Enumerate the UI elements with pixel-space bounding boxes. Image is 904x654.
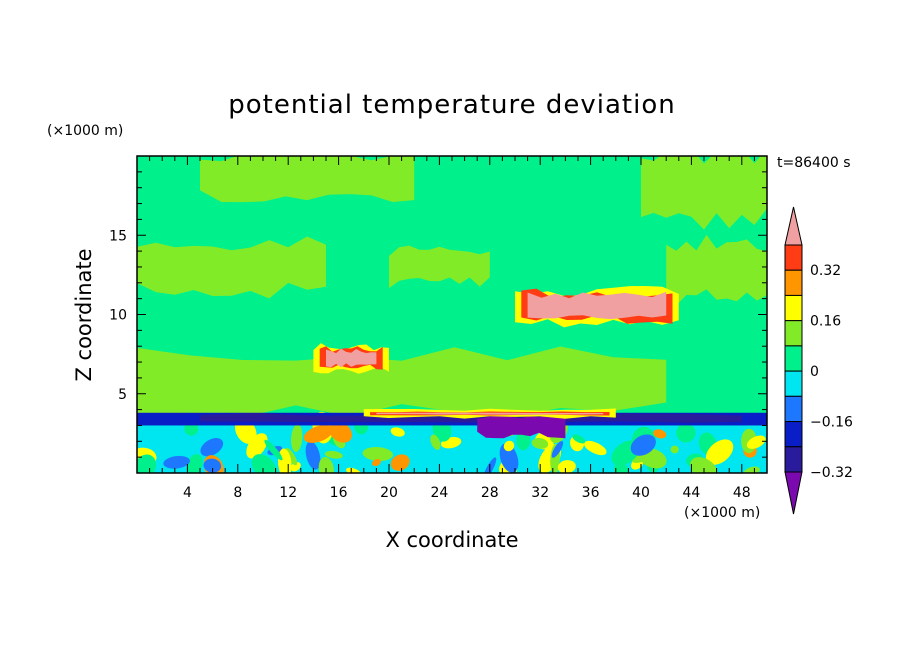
boundary-layer-eddy xyxy=(584,440,607,456)
time-label: t=86400 s xyxy=(777,155,851,171)
boundary-layer-eddy xyxy=(499,443,519,473)
boundary-layer-eddy xyxy=(200,438,224,457)
boundary-layer-eddy xyxy=(743,466,760,473)
warm-filament-core xyxy=(326,348,377,368)
warm-anomaly-region xyxy=(137,236,326,299)
boundary-layer-eddy xyxy=(264,439,283,461)
boundary-layer-eddy xyxy=(630,434,656,456)
boundary-layer-eddy xyxy=(613,461,630,473)
boundary-layer-eddy xyxy=(324,450,343,459)
boundary-layer-eddy xyxy=(371,458,381,467)
boundary-layer-eddy xyxy=(251,454,277,473)
boundary-layer-eddy xyxy=(676,423,696,443)
colorbar-swatch xyxy=(784,320,803,347)
boundary-layer-eddy xyxy=(631,452,651,463)
cold-layer-pocket xyxy=(477,412,566,439)
boundary-layer-eddy xyxy=(670,445,679,454)
x-tick-label: 48 xyxy=(733,485,751,501)
boundary-layer-eddy xyxy=(551,440,564,458)
colorbar-label: −0.32 xyxy=(810,465,853,481)
colorbar-extend-top xyxy=(784,206,803,246)
colorbar-label: 0.16 xyxy=(810,314,841,330)
colorbar-label: −0.16 xyxy=(810,415,853,431)
x-tick-label: 36 xyxy=(582,485,600,501)
boundary-layer-eddy xyxy=(503,440,515,452)
x-tick-label: 40 xyxy=(632,485,650,501)
boundary-layer-eddy xyxy=(329,421,353,443)
warm-filament-core xyxy=(527,291,667,320)
boundary-layer-eddy xyxy=(531,437,549,449)
x-tick-label: 20 xyxy=(380,485,398,501)
colorbar-labels: 0.32 0.16 0 −0.16 −0.32 xyxy=(810,263,853,481)
boundary-layer-eddy xyxy=(746,435,766,449)
boundary-layer-eddy xyxy=(303,424,334,443)
boundary-layer-eddy xyxy=(163,455,190,469)
x-tick-label: 24 xyxy=(430,485,448,501)
boundary-layer-eddy xyxy=(203,458,222,473)
y-unit-label: (×1000 m) xyxy=(47,123,123,139)
warm-anomaly-region xyxy=(641,156,767,230)
colorbar xyxy=(784,206,803,515)
boundary-layer-eddy xyxy=(291,424,303,452)
boundary-layer-eddy xyxy=(705,439,734,465)
x-tick-label: 16 xyxy=(330,485,348,501)
x-tick-label: 4 xyxy=(183,485,192,501)
colorbar-swatch xyxy=(784,345,803,372)
colorbar-swatch xyxy=(784,446,803,473)
colorbar-label: 0 xyxy=(810,364,819,380)
chart-title: potential temperature deviation xyxy=(228,90,675,120)
warm-anomaly-region xyxy=(666,234,767,306)
colorbar-swatch xyxy=(784,269,803,296)
boundary-layer-eddy xyxy=(390,454,410,471)
warm-anomaly-region xyxy=(389,245,490,289)
x-tick-label: 28 xyxy=(481,485,499,501)
x-axis-label: X coordinate xyxy=(385,528,518,552)
colorbar-swatch xyxy=(784,244,803,271)
colorbar-label: 0.32 xyxy=(810,263,841,279)
plot-frame xyxy=(136,155,768,474)
y-tick-label: 5 xyxy=(118,387,127,403)
colorbar-swatch xyxy=(784,370,803,397)
colorbar-swatch xyxy=(784,395,803,423)
boundary-layer-eddy xyxy=(362,447,394,461)
colorbar-swatch xyxy=(784,421,803,448)
colorbar-swatch xyxy=(784,294,803,322)
boundary-layer-eddy xyxy=(390,427,405,437)
x-tick-label: 8 xyxy=(233,485,242,501)
warm-filament-core xyxy=(376,412,604,415)
colorbar-extend-bottom xyxy=(784,471,803,515)
y-tick-label: 10 xyxy=(109,308,127,324)
x-tick-label: 44 xyxy=(682,485,700,501)
boundary-layer-eddy xyxy=(653,429,667,439)
x-tick-label: 12 xyxy=(279,485,297,501)
x-tick-label: 32 xyxy=(531,485,549,501)
warm-anomaly-region xyxy=(137,346,667,418)
boundary-layer-eddy xyxy=(430,434,441,450)
boundary-layer-eddy xyxy=(557,460,576,473)
plot-area xyxy=(137,156,767,473)
boundary-layer-eddy xyxy=(187,454,203,473)
y-tick-labels: 5 10 15 xyxy=(109,228,127,403)
y-axis-label: Z coordinate xyxy=(72,248,96,381)
x-unit-label: (×1000 m) xyxy=(684,505,760,521)
boundary-layer-eddy xyxy=(572,434,586,444)
y-tick-label: 15 xyxy=(109,228,127,244)
boundary-layer-eddy xyxy=(305,441,321,470)
x-tick-labels: 4 8 12 16 20 24 28 32 36 40 44 48 xyxy=(183,485,751,501)
boundary-layer-eddy xyxy=(246,433,268,459)
warm-anomaly-region xyxy=(200,156,415,203)
